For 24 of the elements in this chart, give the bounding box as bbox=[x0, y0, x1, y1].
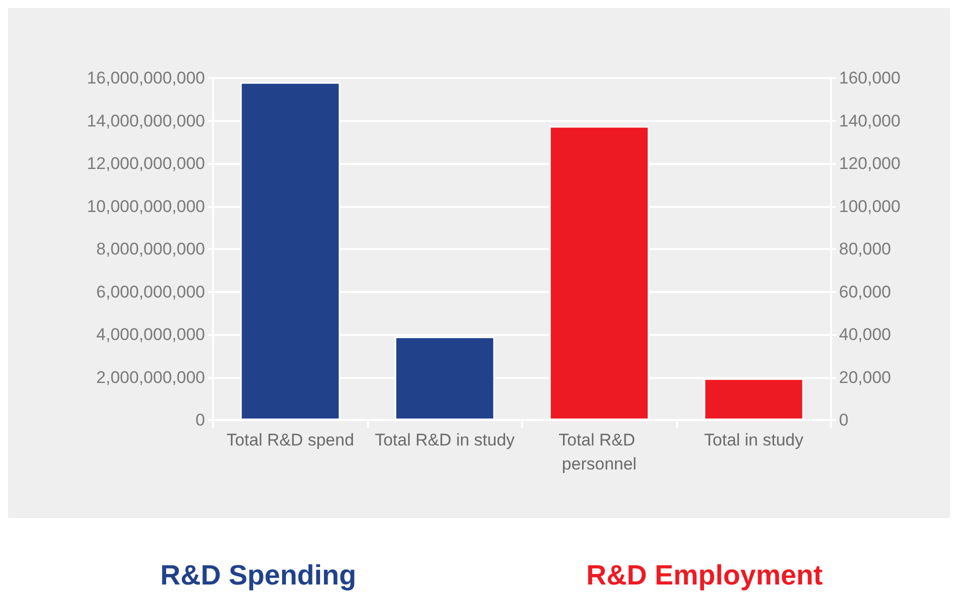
y-tick-label: 0 bbox=[196, 410, 205, 430]
y-tick-label: 12,000,000,000 bbox=[86, 154, 205, 173]
x-tick-label: Total R&D in study bbox=[374, 430, 516, 450]
x-tick-label: Total R&D spend bbox=[226, 430, 354, 450]
y-tick-label: 2,000,000,000 bbox=[96, 368, 205, 387]
y2-tick-label: 80,000 bbox=[839, 240, 891, 258]
y-tick-label: 8,000,000,000 bbox=[96, 240, 205, 258]
y-tick-label: 16,000,000,000 bbox=[86, 68, 205, 88]
y2-tick-label: 0 bbox=[839, 410, 848, 430]
x-tick-label: Total in study bbox=[704, 430, 804, 450]
y-tick-label: 6,000,000,000 bbox=[96, 282, 205, 302]
y-tick-label: 10,000,000,000 bbox=[86, 196, 205, 216]
y2-tick-label: 160,000 bbox=[839, 68, 900, 88]
y2-tick-label: 120,000 bbox=[839, 154, 900, 173]
y2-tick-label: 100,000 bbox=[839, 196, 900, 216]
y-tick-label: 4,000,000,000 bbox=[96, 325, 205, 344]
y-tick-label: 14,000,000,000 bbox=[86, 111, 205, 130]
y2-tick-label: 40,000 bbox=[839, 325, 891, 344]
text: R&D Spending bbox=[160, 560, 356, 590]
y2-tick-label: 20,000 bbox=[839, 368, 891, 387]
x-tick-label: Total R&D personnel bbox=[558, 430, 640, 474]
y2-tick-label: 140,000 bbox=[839, 111, 900, 130]
text: R&D Employment bbox=[586, 560, 823, 590]
y2-tick-label: 60,000 bbox=[839, 282, 891, 302]
